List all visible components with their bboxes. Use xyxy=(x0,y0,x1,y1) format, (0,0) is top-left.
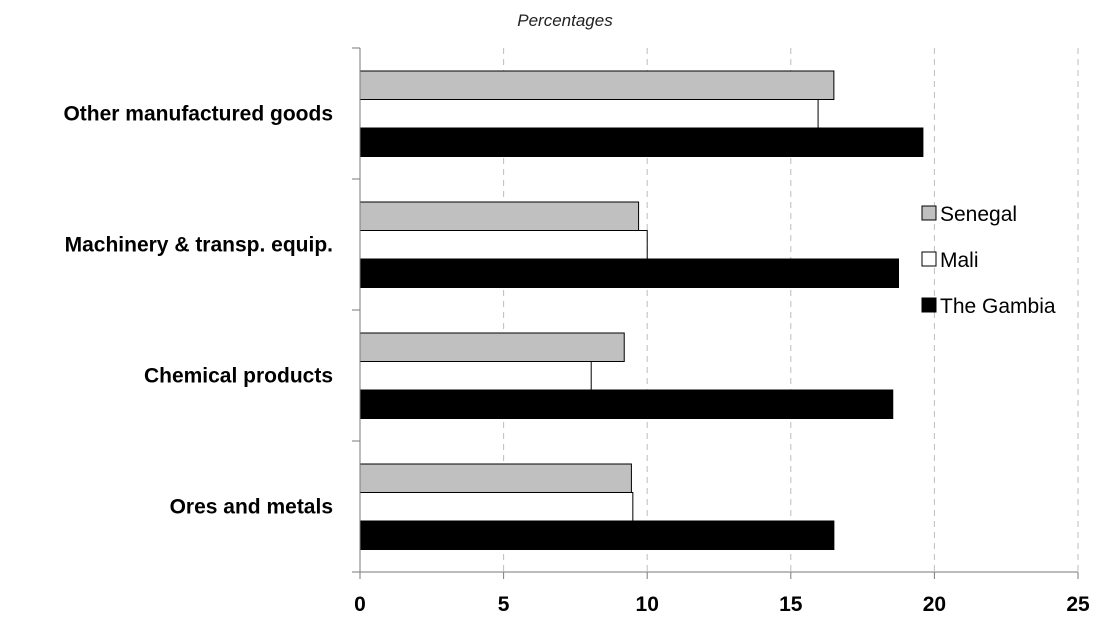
bar-mali xyxy=(359,230,648,260)
legend: Senegal Mali The Gambia xyxy=(921,203,1056,318)
bar-senegal xyxy=(359,70,835,100)
x-tick-labels: 0 5 10 15 20 25 xyxy=(354,593,1090,616)
bar-mali xyxy=(359,361,592,391)
legend-swatch xyxy=(921,205,937,221)
bar-the-gambia xyxy=(359,258,899,288)
bar-mali xyxy=(359,492,634,522)
x-tick-label: 25 xyxy=(1066,593,1090,616)
legend-swatch xyxy=(921,297,937,313)
category-label: Machinery & transp. equip. xyxy=(65,234,333,257)
axis-title: Percentages xyxy=(517,11,613,30)
x-tick-label: 20 xyxy=(923,593,946,616)
x-tick-label: 0 xyxy=(354,593,366,616)
category-label: Other manufactured goods xyxy=(63,103,333,126)
legend-swatch xyxy=(921,251,937,267)
x-tick-label: 10 xyxy=(636,593,659,616)
category-label: Ores and metals xyxy=(170,496,333,519)
bar-the-gambia xyxy=(359,520,835,550)
x-tick-label: 15 xyxy=(779,593,803,616)
legend-label: The Gambia xyxy=(940,295,1056,318)
x-tick-label: 5 xyxy=(498,593,510,616)
bar-senegal xyxy=(359,463,632,493)
bar-the-gambia xyxy=(359,389,894,419)
category-label: Chemical products xyxy=(144,365,333,388)
bar-senegal xyxy=(359,201,640,231)
bar-mali xyxy=(359,99,819,129)
legend-label: Mali xyxy=(940,249,979,272)
bar-senegal xyxy=(359,332,625,362)
axes xyxy=(352,47,1079,579)
bars xyxy=(359,70,924,550)
category-labels: Other manufactured goods Machinery & tran… xyxy=(63,103,333,519)
legend-label: Senegal xyxy=(940,203,1017,226)
bar-the-gambia xyxy=(359,127,924,157)
